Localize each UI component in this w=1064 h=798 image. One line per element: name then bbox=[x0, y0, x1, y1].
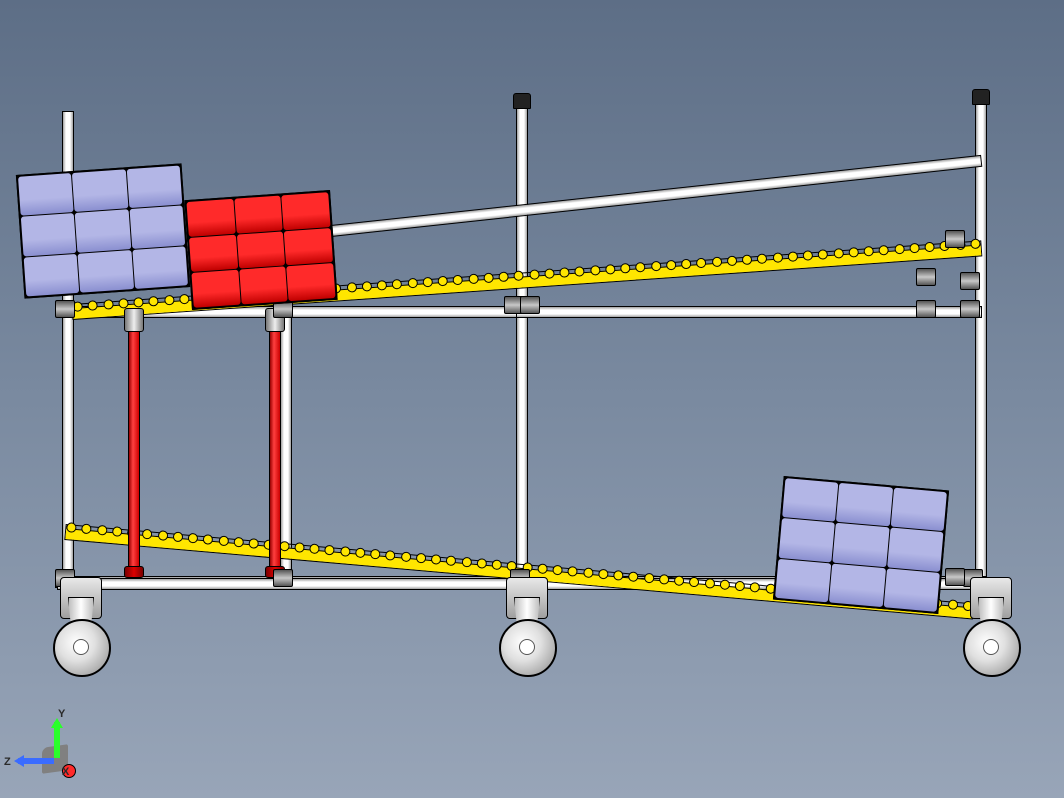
crate-blue-topL bbox=[16, 163, 190, 298]
joint-3 bbox=[273, 569, 293, 587]
red-2 bbox=[269, 330, 281, 568]
wheel-center bbox=[486, 577, 566, 677]
red-1 bbox=[128, 330, 140, 568]
v-right bbox=[975, 103, 987, 580]
crate-red-top bbox=[184, 190, 337, 310]
joint-0 bbox=[55, 300, 75, 318]
wheel-left bbox=[40, 577, 120, 677]
red-1-clamp bbox=[124, 308, 144, 332]
wheel-right bbox=[950, 577, 1030, 677]
axis-y-label: Y bbox=[58, 708, 65, 720]
cad-viewport[interactable]: Y Z X bbox=[0, 0, 1064, 798]
joint-8 bbox=[960, 272, 980, 290]
joint-10 bbox=[960, 300, 980, 318]
v-center-cap bbox=[513, 93, 531, 109]
v-center bbox=[516, 107, 528, 580]
axis-x-label: X bbox=[62, 766, 69, 778]
v-right-cap bbox=[972, 89, 990, 105]
axis-z-label: Z bbox=[4, 756, 11, 768]
h-midR bbox=[516, 306, 982, 318]
joint-13 bbox=[945, 230, 965, 248]
joint-7 bbox=[916, 268, 936, 286]
orientation-triad[interactable]: YZX bbox=[18, 712, 88, 782]
crate-blue-botR bbox=[773, 476, 949, 614]
red-1-foot bbox=[124, 566, 144, 578]
joint-9 bbox=[916, 300, 936, 318]
joint-5 bbox=[520, 296, 540, 314]
